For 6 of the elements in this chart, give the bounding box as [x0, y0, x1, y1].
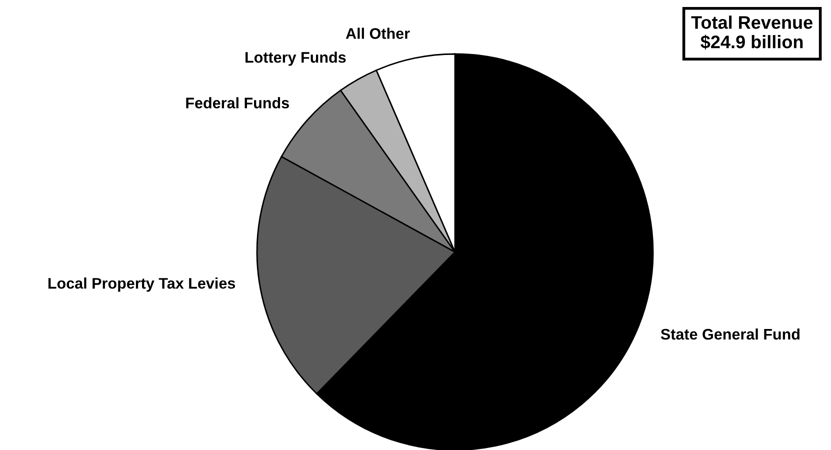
slice-label: State General Fund: [660, 328, 800, 340]
slice-label: All Other: [346, 28, 410, 39]
slice-label: Lottery Funds: [246, 52, 346, 66]
slice-label: Local Property Tax Levies: [48, 278, 236, 292]
chart-title: Total Revenue $24.9 billion: [691, 16, 812, 50]
slice-label: Federal Funds: [186, 97, 289, 108]
